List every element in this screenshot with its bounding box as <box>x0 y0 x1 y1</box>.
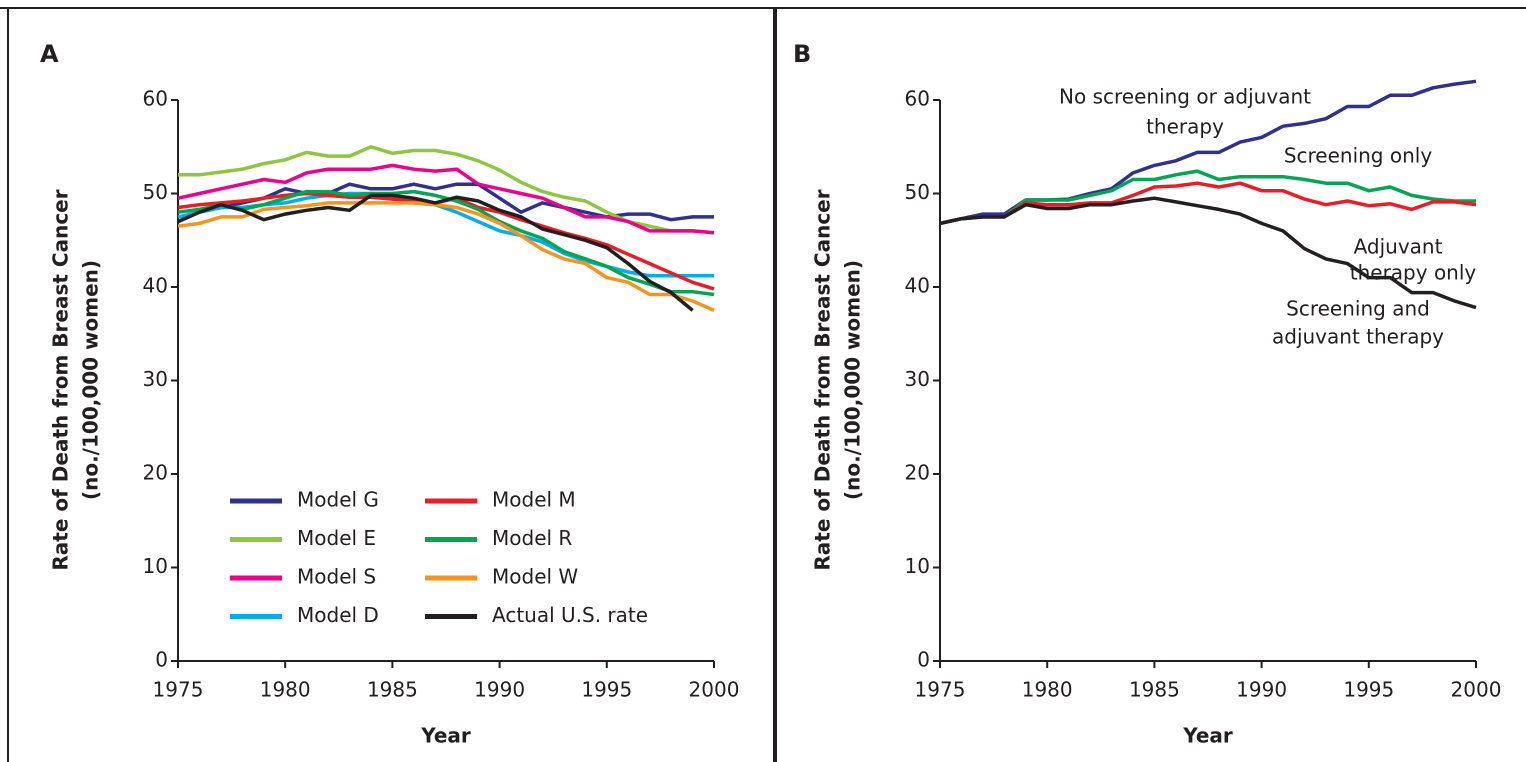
x-tick-label: 2000 <box>1451 678 1502 702</box>
y-axis-title: (no./100,000 women) <box>79 260 103 500</box>
x-axis-title: Year <box>420 724 471 748</box>
y-tick-label: 50 <box>905 180 930 204</box>
x-tick-label: 1975 <box>915 678 966 702</box>
legend-label: Model G <box>297 488 379 512</box>
y-tick-label: 10 <box>905 554 930 578</box>
x-tick-label: 1990 <box>1236 678 1287 702</box>
x-tick-label: 1985 <box>367 678 418 702</box>
annotation: therapy <box>1146 115 1224 139</box>
x-tick-label: 1980 <box>1022 678 1073 702</box>
x-tick-label: 1995 <box>581 678 632 702</box>
x-tick-label: 1975 <box>153 678 204 702</box>
y-tick-label: 0 <box>155 648 168 672</box>
x-tick-label: 1995 <box>1343 678 1394 702</box>
series-line <box>939 169 1476 226</box>
y-axis-title: (no./100,000 women) <box>841 260 865 500</box>
annotation: therapy only <box>1350 261 1477 285</box>
series-line <box>178 145 715 235</box>
annotation: Adjuvant <box>1354 235 1443 259</box>
annotation: No screening or adjuvant <box>1059 85 1311 109</box>
x-axis-title: Year <box>1182 724 1233 748</box>
x-tick-label: 1990 <box>474 678 525 702</box>
legend-label: Actual U.S. rate <box>492 603 648 627</box>
y-tick-label: 30 <box>905 367 930 391</box>
annotation: Screening only <box>1284 144 1433 168</box>
x-tick-label: 1980 <box>260 678 311 702</box>
series-line <box>177 163 715 235</box>
series-line <box>939 181 1477 226</box>
x-tick-label: 2000 <box>689 678 740 702</box>
series-line <box>177 201 715 313</box>
x-tick-label: 1985 <box>1129 678 1180 702</box>
y-tick-label: 40 <box>905 274 930 298</box>
annotation: Screening and <box>1286 297 1430 321</box>
legend-label: Model S <box>297 565 376 589</box>
y-tick-label: 60 <box>143 87 168 111</box>
series-line <box>177 189 715 297</box>
legend-label: Model W <box>492 565 578 589</box>
legend-label: Model E <box>297 526 376 550</box>
legend-label: Model M <box>492 488 576 512</box>
panel-label: A <box>40 40 59 68</box>
y-tick-label: 60 <box>905 87 930 111</box>
legend-label: Model R <box>492 526 572 550</box>
y-axis-title: Rate of Death from Breast Cancer <box>811 189 835 570</box>
y-axis-title: Rate of Death from Breast Cancer <box>49 189 73 570</box>
panel-label: B <box>793 40 811 68</box>
y-tick-label: 10 <box>143 554 168 578</box>
y-tick-label: 30 <box>143 367 168 391</box>
y-tick-label: 20 <box>905 461 930 485</box>
legend-label: Model D <box>297 603 379 627</box>
annotation: adjuvant therapy <box>1272 325 1444 349</box>
y-tick-label: 50 <box>143 180 168 204</box>
y-tick-label: 20 <box>143 461 168 485</box>
y-tick-label: 0 <box>917 648 930 672</box>
y-tick-label: 40 <box>143 274 168 298</box>
series-line <box>939 196 1477 310</box>
series-line <box>177 193 694 312</box>
